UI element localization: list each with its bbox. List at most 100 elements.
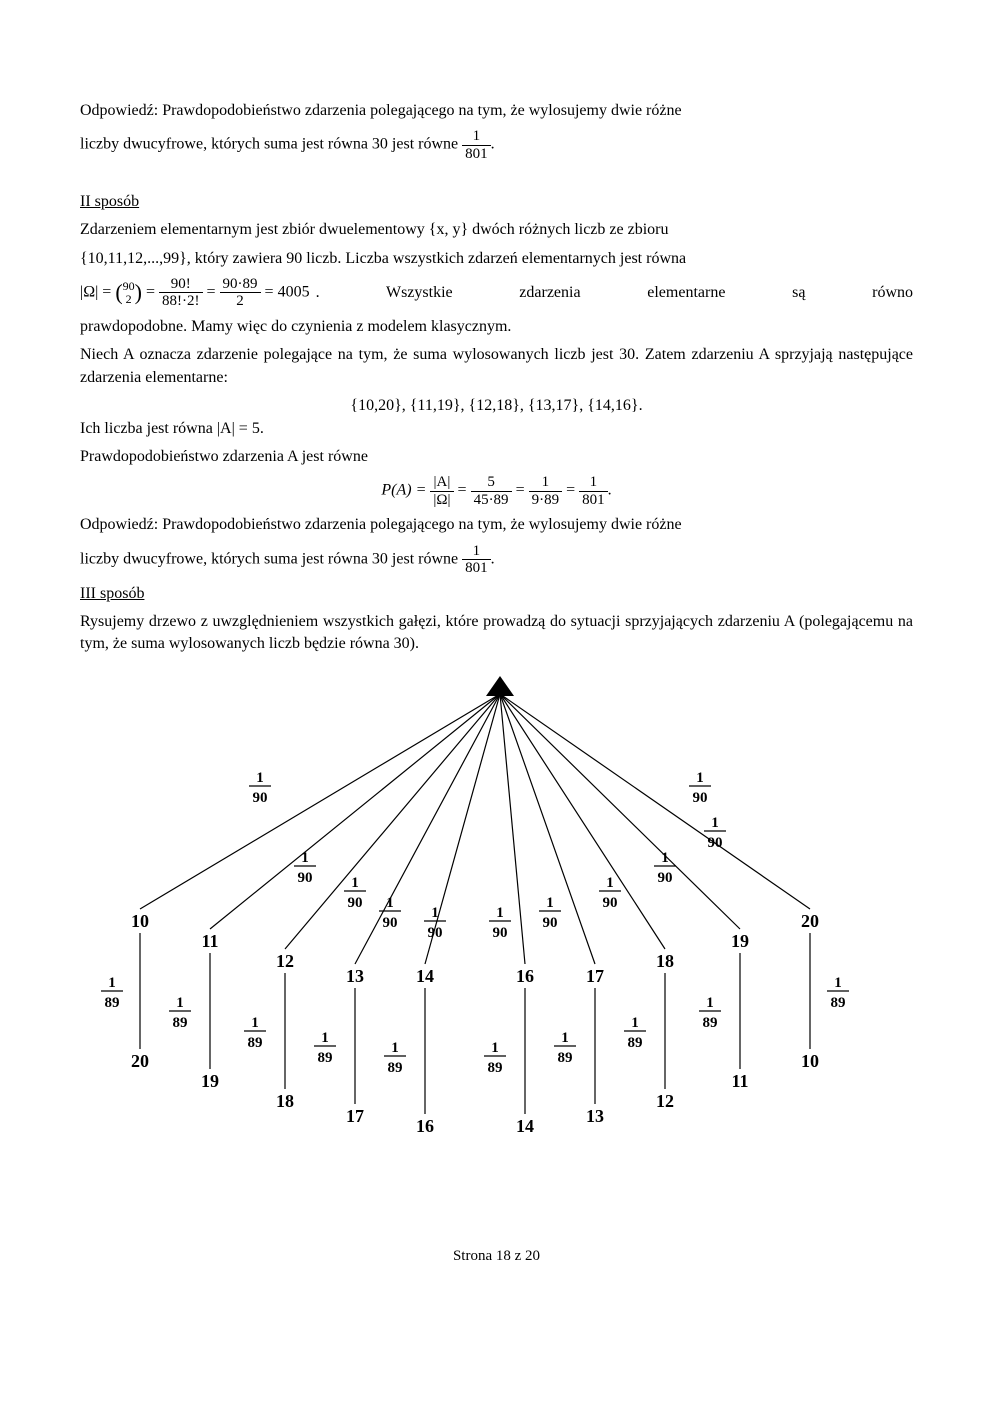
frac-den: 88!·2!	[159, 293, 203, 310]
method-2-omega-line: |Ω| = (902) = 90!88!·2! = 90·892 = 4005 …	[80, 276, 913, 310]
svg-text:1: 1	[631, 1015, 639, 1031]
answer-2-text-b: .	[491, 550, 495, 567]
frac-1-989: 19·89	[529, 474, 563, 508]
method-3-text: Rysujemy drzewo z uwzględnieniem wszystk…	[80, 611, 913, 656]
method-2-line1: Zdarzeniem elementarnym jest zbiór dwuel…	[80, 219, 913, 241]
method-2-line5: Ich liczba jest równa |A| = 5.	[80, 418, 913, 440]
svg-text:18: 18	[656, 951, 674, 971]
eq: =	[562, 482, 579, 499]
method-2-line2: {10,11,12,...,99}, który zawiera 90 licz…	[80, 248, 913, 270]
svg-text:20: 20	[801, 911, 819, 931]
fraction-1-801-a: 1 801	[462, 128, 491, 162]
omega-lhs: |Ω| =	[80, 284, 115, 301]
svg-text:16: 16	[416, 1116, 434, 1136]
svg-text:90: 90	[543, 915, 558, 931]
answer-2-line1: Odpowiedź: Prawdopodobieństwo zdarzenia …	[80, 514, 913, 536]
text: .	[260, 420, 264, 437]
answer-1-line2: liczby dwucyfrowe, których suma jest rów…	[80, 128, 913, 162]
PA-text: P(A) =	[381, 482, 430, 499]
frac-num: 1	[462, 543, 491, 561]
frac-den: 45·89	[471, 492, 512, 509]
svg-text:89: 89	[173, 1015, 188, 1031]
text: .	[608, 482, 612, 499]
eq-result: = 4005	[261, 284, 310, 301]
svg-text:89: 89	[628, 1035, 643, 1051]
frac-den: 2	[220, 293, 261, 310]
svg-text:89: 89	[105, 995, 120, 1011]
frac-90fact: 90!88!·2!	[159, 276, 203, 310]
method-2-line6: Prawdopodobieństwo zdarzenia A jest równ…	[80, 446, 913, 468]
svg-text:11: 11	[201, 931, 218, 951]
frac-num: 1	[462, 128, 491, 146]
set-range: {10,11,12,...,99}	[80, 250, 187, 267]
svg-text:17: 17	[586, 966, 604, 986]
frac-num: 90!	[159, 276, 203, 294]
frac-5-4589: 545·89	[471, 474, 512, 508]
svg-text:1: 1	[491, 1040, 499, 1056]
svg-text:89: 89	[488, 1060, 503, 1076]
method-3-heading: III sposób	[80, 583, 913, 605]
text: Zdarzeniem elementarnym jest zbiór dwuel…	[80, 221, 429, 238]
text: dwóch różnych liczb ze zbioru	[472, 221, 668, 238]
frac-den: 801	[462, 146, 491, 163]
svg-text:90: 90	[253, 790, 268, 806]
svg-text:1: 1	[321, 1030, 329, 1046]
svg-text:1: 1	[176, 995, 184, 1011]
svg-text:1: 1	[496, 905, 504, 921]
svg-text:1: 1	[711, 815, 719, 831]
svg-text:16: 16	[516, 966, 534, 986]
svg-text:90: 90	[693, 790, 708, 806]
text: Ich liczba jest równa	[80, 420, 217, 437]
binom-bot: 2	[123, 293, 135, 306]
answer-2-line2: liczby dwucyfrowe, których suma jest rów…	[80, 543, 913, 577]
method-2-heading: II sposób	[80, 191, 913, 213]
svg-text:20: 20	[131, 1051, 149, 1071]
svg-text:18: 18	[276, 1091, 294, 1111]
svg-text:90: 90	[298, 870, 313, 886]
answer-1-text-b: .	[491, 136, 495, 153]
set-xy: {x, y}	[429, 221, 468, 238]
svg-text:1: 1	[108, 975, 116, 991]
svg-text:90: 90	[603, 895, 618, 911]
binomial: 902	[123, 280, 135, 305]
answer-1-text-a: liczby dwucyfrowe, których suma jest rów…	[80, 136, 462, 153]
svg-text:1: 1	[834, 975, 842, 991]
svg-text:13: 13	[346, 966, 364, 986]
fraction-1-801-b: 1 801	[462, 543, 491, 577]
method-2-sets: {10,20}, {11,19}, {12,18}, {13,17}, {14,…	[80, 395, 913, 417]
svg-text:14: 14	[516, 1116, 534, 1136]
method-2-line4: Niech A oznacza zdarzenie polegające na …	[80, 344, 913, 389]
svg-text:10: 10	[131, 911, 149, 931]
svg-text:1: 1	[251, 1015, 259, 1031]
svg-text:1: 1	[546, 895, 554, 911]
frac-den: |Ω|	[430, 492, 453, 509]
svg-text:11: 11	[731, 1071, 748, 1091]
svg-text:90: 90	[708, 835, 723, 851]
method-2-line3: prawdopodobne. Mamy więc do czynienia z …	[80, 316, 913, 338]
svg-text:90: 90	[383, 915, 398, 931]
page-footer: Strona 18 z 20	[80, 1246, 913, 1267]
svg-text:1: 1	[431, 905, 439, 921]
svg-text:1: 1	[661, 850, 669, 866]
svg-text:89: 89	[388, 1060, 403, 1076]
eq: =	[512, 482, 529, 499]
frac-A-Omega: |A||Ω|	[430, 474, 453, 508]
svg-text:1: 1	[301, 850, 309, 866]
answer-2-text-a: liczby dwucyfrowe, których suma jest rów…	[80, 550, 462, 567]
frac-num: 90·89	[220, 276, 261, 294]
svg-text:89: 89	[248, 1035, 263, 1051]
svg-text:1: 1	[606, 875, 614, 891]
svg-text:89: 89	[558, 1050, 573, 1066]
svg-text:1: 1	[706, 995, 714, 1011]
frac-num: 5	[471, 474, 512, 492]
frac-num: |A|	[430, 474, 453, 492]
svg-text:14: 14	[416, 966, 434, 986]
svg-text:17: 17	[346, 1106, 364, 1126]
svg-text:90: 90	[493, 925, 508, 941]
svg-text:90: 90	[658, 870, 673, 886]
frac-den: 801	[462, 560, 491, 577]
A-cardinality: |A| = 5	[217, 420, 260, 437]
svg-text:13: 13	[586, 1106, 604, 1126]
frac-1-801: 1801	[579, 474, 608, 508]
svg-text:19: 19	[731, 931, 749, 951]
